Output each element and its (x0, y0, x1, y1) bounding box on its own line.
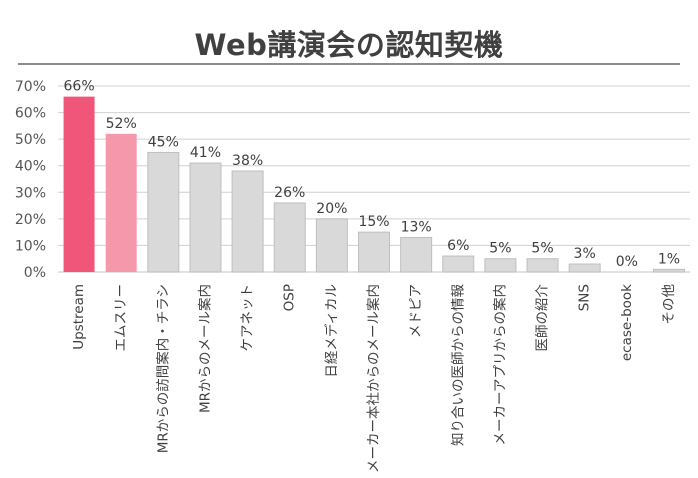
data-label: 45% (148, 134, 179, 150)
x-tick-label: SNS (577, 284, 593, 311)
x-tick-label: 知り合いの医師からの情報 (449, 284, 466, 446)
bar (526, 258, 559, 273)
x-tick-label: メーカーアプリからの案内 (491, 284, 508, 445)
bar (442, 255, 475, 273)
data-label: 66% (64, 79, 95, 95)
y-tick-label: 50% (15, 132, 46, 148)
bar (231, 170, 264, 273)
x-tick-label: MRからのメール案内 (196, 284, 213, 413)
x-tick-label: メドピア (408, 284, 424, 338)
x-tick-label: MRからの訪問案内・チラシ (154, 284, 171, 453)
x-tick-label: 日経メディカル (323, 284, 340, 378)
x-tick-label: Upstream (71, 284, 87, 350)
x-tick-label: エムスリー (113, 284, 129, 352)
y-tick-label: 60% (15, 106, 46, 122)
data-label: 13% (401, 219, 432, 235)
bar (63, 96, 95, 272)
bar (105, 133, 137, 272)
bar (652, 268, 685, 273)
bar (147, 151, 180, 273)
bar (484, 258, 517, 273)
y-tick-label: 20% (15, 212, 46, 228)
bar (400, 236, 433, 273)
x-tick-label: ケアネット (240, 284, 256, 352)
x-tick-label: メーカー本社からのメール案内 (365, 284, 382, 473)
data-label: 38% (232, 153, 263, 169)
data-label: 15% (358, 214, 389, 230)
y-tick-label: 30% (15, 185, 46, 201)
bar (273, 202, 306, 273)
bar (358, 231, 390, 273)
x-tick-label: その他 (661, 284, 677, 325)
data-labels: 66% 52% 45% 41% 38% 26% 20% 15% 13% 6% 5% 5% 3% 0% 1% (64, 79, 681, 270)
bar (568, 263, 601, 273)
data-label: 1% (658, 251, 680, 267)
x-tick-label: 医師の紹介 (535, 284, 551, 352)
y-tick-label: 40% (15, 159, 46, 175)
bar (315, 218, 348, 273)
data-label: 0% (616, 254, 638, 270)
data-label: 5% (489, 241, 511, 257)
bars (63, 96, 685, 273)
chart-title: Web講演会の認知契機 (194, 28, 504, 62)
y-tick-label: 0% (24, 265, 46, 281)
data-label: 6% (447, 238, 469, 254)
x-axis-labels: Upstream エムスリー MRからの訪問案内・チラシ MRからのメール案内 ケアネッ… (71, 284, 677, 473)
x-tick-label: OSP (282, 284, 298, 311)
data-label: 3% (574, 246, 596, 262)
y-axis-ticks: 0% 10% 20% 30% 40% 50% 60% 70% (15, 79, 46, 281)
data-label: 52% (106, 116, 137, 132)
data-label: 41% (190, 145, 221, 161)
data-label: 26% (274, 185, 305, 201)
bar (189, 162, 222, 273)
title-divider (18, 63, 680, 65)
x-tick-label: ecase-book (619, 284, 635, 361)
data-label: 5% (531, 241, 553, 257)
data-label: 20% (316, 201, 347, 217)
y-tick-label: 10% (15, 238, 46, 254)
y-tick-label: 70% (15, 79, 46, 95)
